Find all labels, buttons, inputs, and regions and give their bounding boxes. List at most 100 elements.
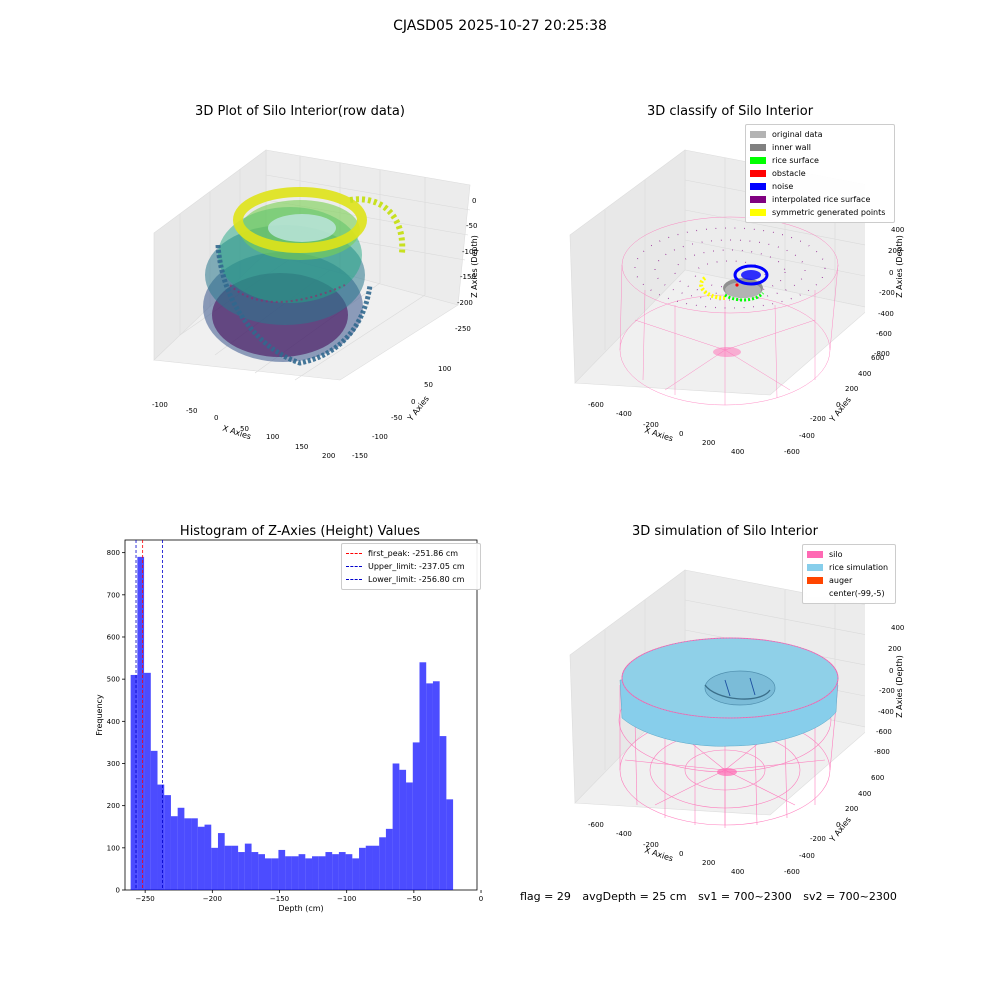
histogram-bar xyxy=(130,674,138,890)
raw-xtick: 100 xyxy=(266,433,280,441)
histogram-legend: first_peak: -251.86 cm Upper_limit: -237… xyxy=(341,543,481,590)
sv2-value: sv2 = 700~2300 xyxy=(803,890,897,903)
legend-label: rice simulation xyxy=(829,563,889,572)
classify-ytick: 400 xyxy=(858,370,872,378)
histogram-bar xyxy=(379,837,386,890)
histogram-bar xyxy=(197,826,205,890)
histogram-bar xyxy=(150,750,158,890)
histogram-bars xyxy=(130,556,454,890)
histogram-x-ticks: −250 −200 −150 −100 −50 0 xyxy=(136,890,483,903)
raw-ztick: -200 xyxy=(457,299,473,307)
classify-xtick: 0 xyxy=(679,430,684,438)
histogram-x-axis-label: Depth (cm) xyxy=(278,904,323,913)
y-tick-label: 500 xyxy=(107,676,120,684)
histogram-bar xyxy=(177,807,185,890)
histogram-bar xyxy=(392,763,400,890)
simulation-ytick: -600 xyxy=(784,868,800,876)
classify-ztick: 400 xyxy=(891,226,905,234)
simulation-xtick: -200 xyxy=(643,841,659,849)
legend-label: Lower_limit: -256.80 cm xyxy=(368,575,465,584)
histogram-bar xyxy=(264,858,272,890)
histogram-bar xyxy=(224,845,232,890)
simulation-ztick: 400 xyxy=(891,624,905,632)
classify-legend: original data inner wall rice surface ob… xyxy=(745,124,895,223)
histogram-bar xyxy=(157,784,165,890)
classify-ztick: -800 xyxy=(874,350,890,358)
legend-swatch-upper-limit xyxy=(346,566,362,567)
raw-xtick: 50 xyxy=(240,425,249,433)
legend-label: inner wall xyxy=(772,143,812,152)
raw-ytick: -150 xyxy=(352,452,368,460)
classify-ytick: -600 xyxy=(784,448,800,456)
x-tick-label: −250 xyxy=(136,895,155,903)
classify-xtick: -200 xyxy=(643,421,659,429)
classify-silo-wireframe xyxy=(619,216,839,406)
legend-swatch-original xyxy=(750,131,766,138)
raw-ytick: 50 xyxy=(424,381,433,389)
classify-ytick: 200 xyxy=(845,385,859,393)
histogram-bar xyxy=(144,672,151,890)
legend-label: center(-99,-5) xyxy=(829,589,885,598)
legend-swatch-symmetric xyxy=(750,209,766,216)
simulation-rice-surface xyxy=(619,637,839,747)
y-tick-label: 300 xyxy=(107,760,120,768)
histogram-title: Histogram of Z-Axies (Height) Values xyxy=(179,524,421,539)
classify-ztick: -200 xyxy=(879,289,895,297)
raw-xtick: -100 xyxy=(152,401,168,409)
simulation-ytick: 600 xyxy=(871,774,885,782)
histogram-y-ticks: 0 100 200 300 400 500 600 700 800 xyxy=(107,549,125,895)
raw-xtick: -50 xyxy=(186,407,198,415)
raw-3d-plot xyxy=(153,149,471,381)
legend-swatch-obstacle xyxy=(750,170,766,177)
legend-label: interpolated rice surface xyxy=(772,195,871,204)
legend-label: auger xyxy=(829,576,853,585)
raw-ztick: -50 xyxy=(466,222,478,230)
x-tick-label: −100 xyxy=(337,895,356,903)
raw-ytick: 100 xyxy=(438,365,452,373)
histogram-bar xyxy=(439,736,447,890)
raw-ztick: 0 xyxy=(472,197,477,205)
raw-xtick: 0 xyxy=(214,414,219,422)
y-tick-label: 800 xyxy=(107,549,120,557)
simulation-xtick: 0 xyxy=(679,850,684,858)
legend-swatch-center xyxy=(807,590,823,597)
status-line: flag = 29 avgDepth = 25 cm sv1 = 700~230… xyxy=(520,890,905,903)
classify-ztick: 0 xyxy=(889,269,894,277)
figure-title: CJASD05 2025-10-27 20:25:38 xyxy=(393,18,607,34)
classify-ytick: -200 xyxy=(810,415,826,423)
simulation-ytick: 200 xyxy=(845,805,859,813)
classify-ztick: -400 xyxy=(878,310,894,318)
classify-plot-title: 3D classify of Silo Interior xyxy=(646,104,814,119)
legend-swatch-inner-wall xyxy=(750,144,766,151)
classify-ztick: 200 xyxy=(888,247,902,255)
raw-ytick: -50 xyxy=(391,414,403,422)
legend-swatch-interpolated xyxy=(750,196,766,203)
histogram-bar xyxy=(191,818,198,890)
histogram-bar xyxy=(332,854,339,890)
y-tick-label: 400 xyxy=(107,718,120,726)
raw-ytick: 0 xyxy=(411,398,416,406)
simulation-legend: silo rice simulation auger center(-99,-5… xyxy=(802,544,896,604)
histogram-bar xyxy=(338,852,346,890)
histogram-bar xyxy=(345,854,353,890)
classify-z-axis-label: Z Axies (Depth) xyxy=(894,235,904,298)
legend-label: symmetric generated points xyxy=(772,208,886,217)
simulation-plot-title: 3D simulation of Silo Interior xyxy=(632,524,818,539)
raw-xtick: 150 xyxy=(295,443,309,451)
raw-xtick: 200 xyxy=(322,452,336,460)
simulation-ytick: -200 xyxy=(810,835,826,843)
classify-ytick: 600 xyxy=(871,354,885,362)
simulation-3d-plot xyxy=(569,569,865,828)
histogram-bar xyxy=(137,556,145,890)
classify-xtick: -400 xyxy=(616,410,632,418)
histogram-bar xyxy=(412,742,420,890)
legend-label: noise xyxy=(772,182,794,191)
simulation-xtick: -400 xyxy=(616,830,632,838)
histogram-bar xyxy=(312,856,319,890)
y-tick-label: 700 xyxy=(107,591,120,599)
simulation-ztick: 200 xyxy=(888,645,902,653)
histogram-bar xyxy=(170,816,178,890)
legend-swatch-lower-limit xyxy=(346,579,362,580)
histogram-bar xyxy=(258,854,265,890)
raw-ztick: -100 xyxy=(462,248,478,256)
